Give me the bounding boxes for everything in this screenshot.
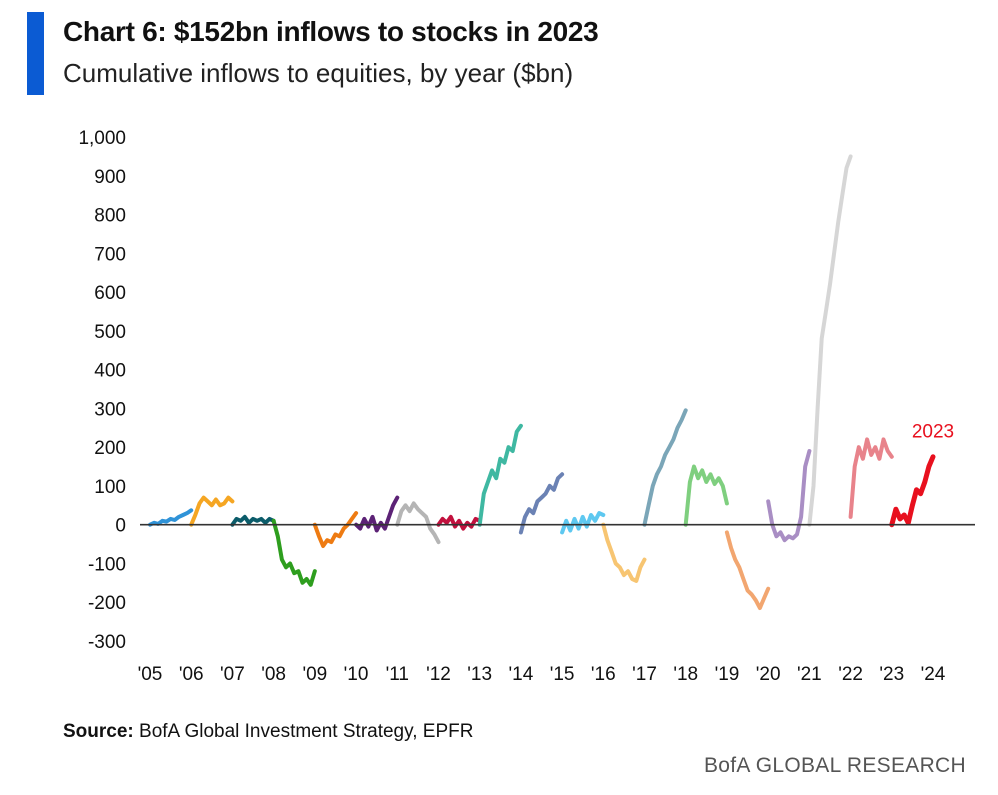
- y-tick-label: -300: [88, 632, 126, 653]
- x-tick-label: '12: [426, 664, 451, 685]
- x-axis-ticks: '05 '06 '07 '08 '09 '10 '11 '12 '13 '14 '15 '16 '17 '…: [138, 664, 946, 685]
- title-accent-bar: [27, 12, 44, 95]
- x-tick-label: '05: [138, 664, 163, 685]
- x-tick-label: '16: [591, 664, 616, 685]
- y-tick-label: 0: [115, 516, 126, 537]
- y-tick-label: 500: [94, 322, 126, 343]
- y-tick-label: 300: [94, 399, 126, 420]
- source-text: BofA Global Investment Strategy, EPFR: [139, 721, 474, 742]
- series-line-2014: [518, 472, 565, 535]
- series-line-2006: [189, 495, 235, 527]
- y-tick-label: 600: [94, 283, 126, 304]
- x-tick-label: '17: [632, 664, 657, 685]
- chart-annotations: 2023: [912, 421, 954, 442]
- y-tick-label: -100: [88, 554, 126, 575]
- series-line-2016: [601, 522, 647, 583]
- series-line-2015: [560, 511, 606, 535]
- y-tick-label: 800: [94, 206, 126, 227]
- series-line-2013: [477, 423, 523, 527]
- source-label: Source:: [63, 721, 134, 742]
- line-chart: -300 -200 -100 0 100 200 300 400 500 600 700 800 900…: [78, 128, 975, 685]
- series-line-2022: [848, 437, 894, 519]
- x-tick-label: '08: [261, 664, 286, 685]
- x-tick-label: '20: [756, 664, 781, 685]
- series-line-2008: [271, 518, 317, 587]
- series-line-2020: [766, 449, 812, 543]
- x-tick-label: '24: [921, 664, 946, 685]
- series-line-2021: [807, 154, 853, 527]
- x-tick-label: '19: [715, 664, 740, 685]
- x-tick-label: '06: [179, 664, 204, 685]
- y-tick-label: 100: [94, 477, 126, 498]
- series-line-2009: [312, 511, 359, 548]
- chart-title: Chart 6: $152bn inflows to stocks in 202…: [63, 16, 599, 47]
- y-tick-label: 700: [94, 244, 126, 265]
- y-tick-label: 900: [94, 167, 126, 188]
- footer-brand: BofA GLOBAL RESEARCH: [704, 754, 966, 777]
- annotation-2023-label: 2023: [912, 421, 954, 442]
- chart-series: [148, 154, 936, 610]
- series-line-2023: [889, 454, 936, 528]
- x-tick-label: '14: [509, 664, 534, 685]
- series-line-2005: [148, 508, 194, 527]
- x-tick-label: '23: [879, 664, 904, 685]
- x-tick-label: '11: [386, 664, 409, 685]
- series-line-2018: [683, 464, 729, 527]
- x-tick-label: '18: [673, 664, 698, 685]
- x-tick-label: '21: [797, 664, 822, 685]
- x-tick-label: '09: [302, 664, 327, 685]
- series-line-2011: [395, 501, 441, 545]
- series-line-2017: [642, 408, 688, 527]
- y-tick-label: 1,000: [78, 128, 126, 149]
- y-tick-label: 200: [94, 438, 126, 459]
- x-tick-label: '10: [344, 664, 369, 685]
- chart-subtitle: Cumulative inflows to equities, by year …: [63, 58, 574, 88]
- series-line-2010: [354, 495, 400, 533]
- x-tick-label: '07: [220, 664, 245, 685]
- y-axis-ticks: -300 -200 -100 0 100 200 300 400 500 600 700 800 900…: [78, 128, 126, 653]
- series-line-2012: [436, 514, 482, 531]
- y-tick-label: 400: [94, 361, 126, 382]
- y-tick-label: -200: [88, 593, 126, 614]
- series-line-2007: [230, 514, 276, 527]
- source-note: Source: BofA Global Investment Strategy,…: [63, 721, 473, 743]
- x-tick-label: '13: [467, 664, 492, 685]
- series-line-2019: [724, 530, 771, 610]
- x-tick-label: '15: [550, 664, 575, 685]
- x-tick-label: '22: [838, 664, 863, 685]
